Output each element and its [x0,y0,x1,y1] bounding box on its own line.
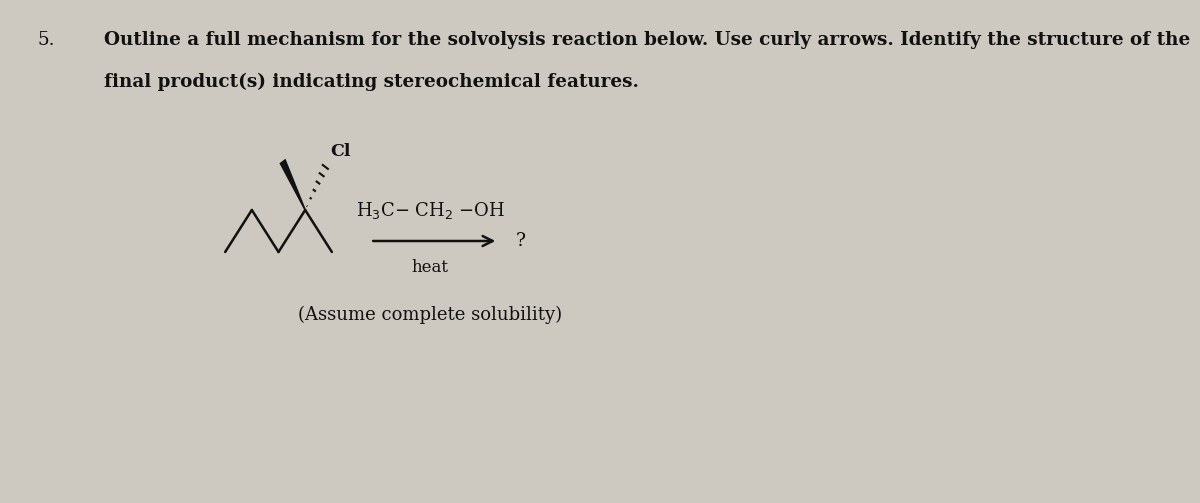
Text: H$_3$C$-$ CH$_2$ $-$OH: H$_3$C$-$ CH$_2$ $-$OH [355,200,505,221]
Text: 5.: 5. [37,31,55,49]
Text: final product(s) indicating stereochemical features.: final product(s) indicating stereochemic… [103,73,638,91]
Text: (Assume complete solubility): (Assume complete solubility) [299,306,563,324]
Text: ?: ? [516,232,526,250]
Polygon shape [280,159,306,211]
Text: heat: heat [412,259,449,276]
Text: Cl: Cl [330,143,350,160]
Text: Outline a full mechanism for the solvolysis reaction below. Use curly arrows. Id: Outline a full mechanism for the solvoly… [103,31,1190,49]
